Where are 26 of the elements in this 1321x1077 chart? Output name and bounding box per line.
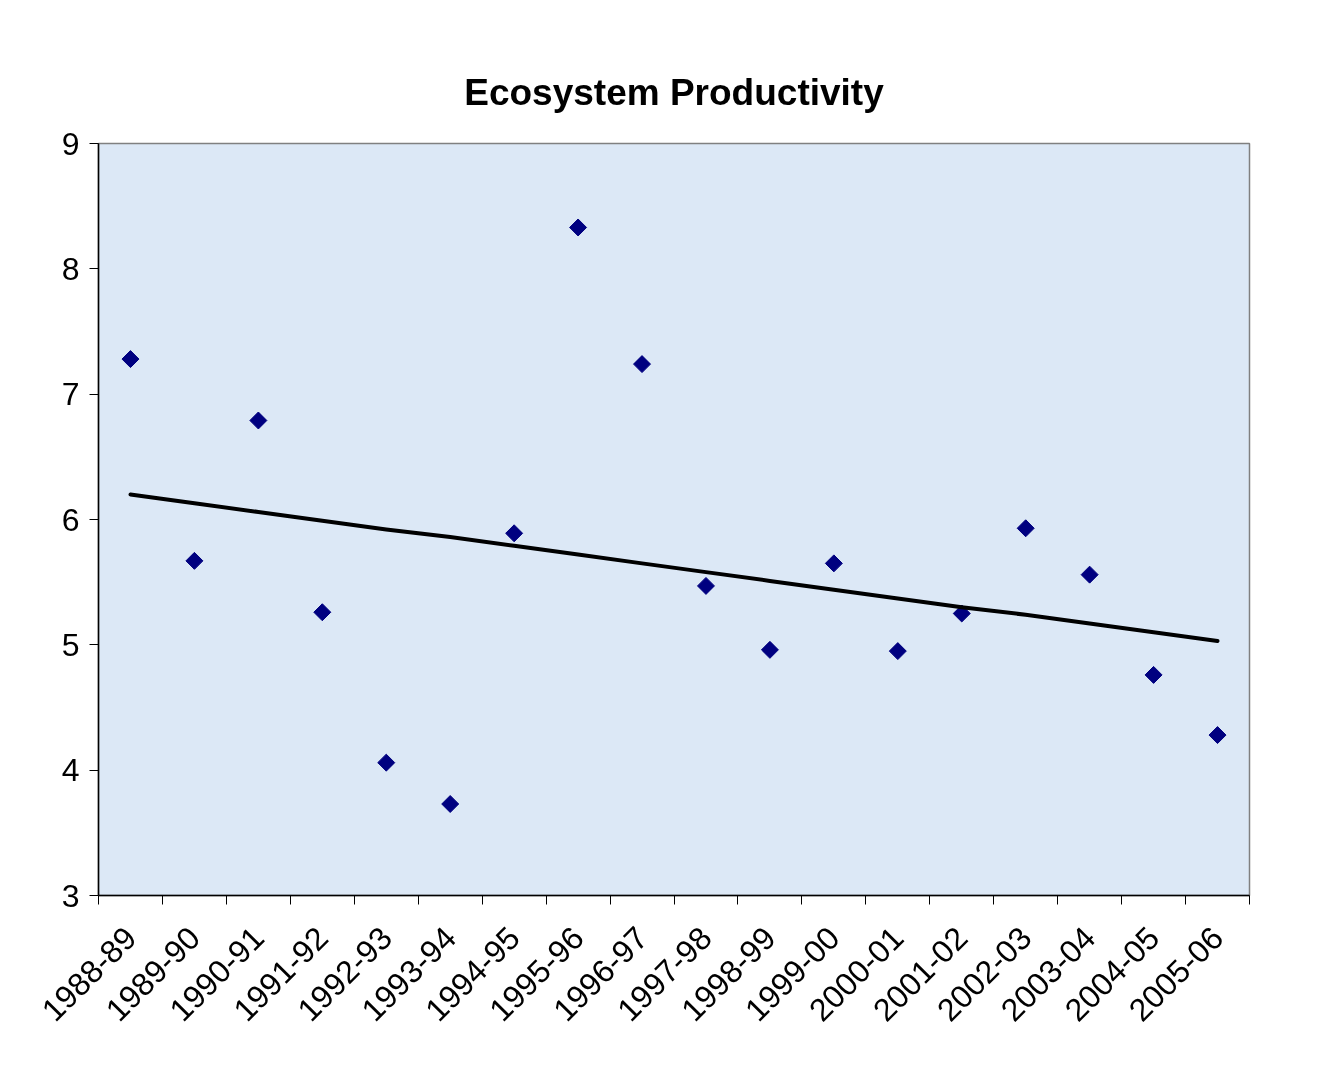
point [633, 355, 652, 374]
point [1016, 519, 1035, 538]
point [185, 551, 204, 570]
point [377, 753, 396, 772]
y-tick-label: 6 [61, 501, 80, 538]
point [1208, 726, 1227, 745]
point [313, 603, 332, 622]
point [249, 411, 268, 430]
point [121, 350, 140, 369]
point [760, 640, 779, 659]
y-tick-label: 8 [61, 250, 80, 287]
y-tick-label: 7 [61, 376, 80, 413]
y-tick-label: 5 [61, 626, 80, 663]
point [1080, 565, 1099, 584]
point [696, 576, 715, 595]
point [441, 795, 460, 813]
line-series [128, 492, 1220, 644]
y-tick-label: 4 [61, 752, 80, 789]
point [1144, 665, 1163, 684]
point [824, 554, 843, 573]
point [505, 524, 524, 543]
point [888, 642, 907, 661]
y-tick-label: 9 [61, 125, 80, 162]
chart-title: Ecosystem Productivity [464, 71, 885, 113]
y-tick-label: 3 [61, 877, 80, 914]
point [569, 218, 588, 237]
